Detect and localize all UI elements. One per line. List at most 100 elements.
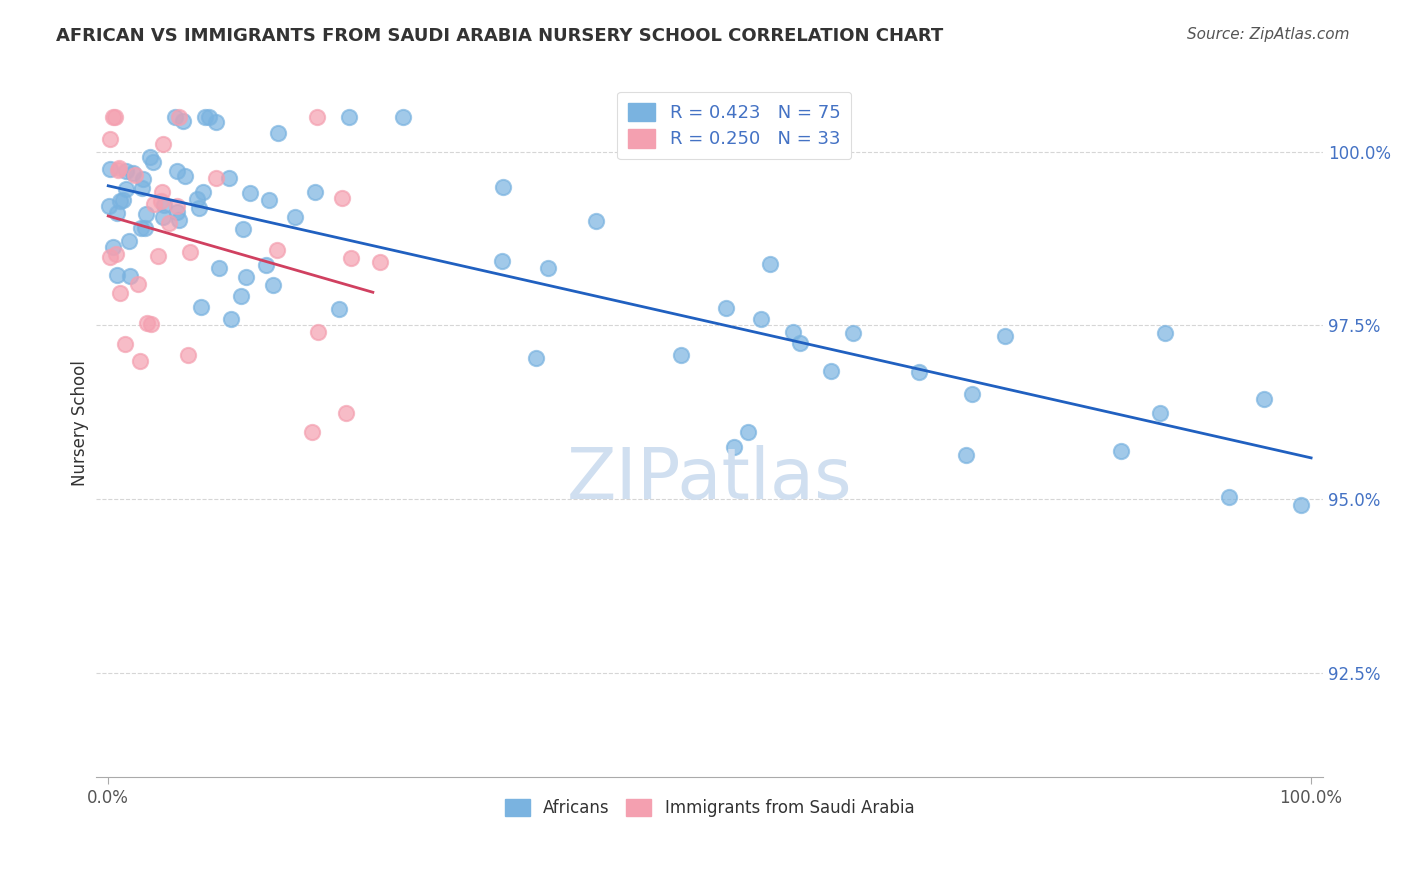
Point <box>173 169 195 184</box>
Point <box>115 164 138 178</box>
Point <box>136 316 159 330</box>
Point <box>153 198 176 212</box>
Point <box>104 110 127 124</box>
Point <box>114 182 136 196</box>
Point <box>131 180 153 194</box>
Point <box>994 329 1017 343</box>
Point <box>328 301 350 316</box>
Point <box>114 336 136 351</box>
Point <box>105 268 128 283</box>
Point <box>221 311 243 326</box>
Point <box>167 213 190 227</box>
Point <box>190 300 212 314</box>
Point <box>368 255 391 269</box>
Point <box>304 185 326 199</box>
Point <box>332 191 354 205</box>
Legend: Africans, Immigrants from Saudi Arabia: Africans, Immigrants from Saudi Arabia <box>496 790 922 825</box>
Point <box>97 198 120 212</box>
Point <box>960 387 983 401</box>
Point <box>259 193 281 207</box>
Point <box>152 210 174 224</box>
Point <box>524 351 547 365</box>
Point <box>908 365 931 379</box>
Point <box>131 172 153 186</box>
Point <box>820 364 842 378</box>
Point <box>789 336 811 351</box>
Point <box>186 192 208 206</box>
Point <box>167 110 190 124</box>
Point <box>148 249 170 263</box>
Point <box>205 114 228 128</box>
Point <box>301 425 323 439</box>
Point <box>284 210 307 224</box>
Point <box>955 448 977 462</box>
Point <box>166 164 188 178</box>
Point <box>157 216 180 230</box>
Point <box>267 126 290 140</box>
Point <box>135 207 157 221</box>
Point <box>1289 498 1312 512</box>
Point <box>166 204 188 219</box>
Point <box>842 326 865 341</box>
Point <box>108 194 131 208</box>
Point <box>150 194 173 209</box>
Point <box>239 186 262 201</box>
Point <box>235 270 257 285</box>
Point <box>491 254 513 268</box>
Point <box>337 110 360 124</box>
Point <box>340 251 363 265</box>
Text: AFRICAN VS IMMIGRANTS FROM SAUDI ARABIA NURSERY SCHOOL CORRELATION CHART: AFRICAN VS IMMIGRANTS FROM SAUDI ARABIA … <box>56 27 943 45</box>
Point <box>139 318 162 332</box>
Point <box>129 354 152 368</box>
Point <box>150 186 173 200</box>
Point <box>118 234 141 248</box>
Point <box>335 405 357 419</box>
Point <box>108 285 131 300</box>
Point <box>107 163 129 178</box>
Point <box>194 110 217 124</box>
Point <box>198 110 221 124</box>
Text: Source: ZipAtlas.com: Source: ZipAtlas.com <box>1187 27 1350 42</box>
Point <box>1153 326 1175 340</box>
Point <box>1149 406 1171 420</box>
Point <box>1253 392 1275 406</box>
Point <box>254 258 277 272</box>
Y-axis label: Nursery School: Nursery School <box>72 359 89 485</box>
Point <box>492 179 515 194</box>
Point <box>98 132 121 146</box>
Point <box>1109 444 1132 458</box>
Point <box>262 278 284 293</box>
Point <box>737 425 759 439</box>
Point <box>131 221 153 235</box>
Point <box>669 348 692 362</box>
Point <box>716 301 738 315</box>
Point <box>121 166 143 180</box>
Point <box>177 348 200 362</box>
Point <box>1218 491 1240 505</box>
Point <box>101 110 124 124</box>
Point <box>127 277 149 291</box>
Text: ZIPatlas: ZIPatlas <box>567 445 852 514</box>
Point <box>232 221 254 235</box>
Point <box>139 151 162 165</box>
Point <box>179 244 201 259</box>
Point <box>152 136 174 151</box>
Point <box>723 440 745 454</box>
Point <box>188 201 211 215</box>
Point <box>118 268 141 283</box>
Point <box>163 110 186 124</box>
Point <box>101 240 124 254</box>
Point <box>585 214 607 228</box>
Point <box>208 260 231 275</box>
Point <box>191 185 214 199</box>
Point <box>218 170 240 185</box>
Point <box>134 221 156 235</box>
Point <box>111 194 134 208</box>
Point <box>142 154 165 169</box>
Point <box>231 289 253 303</box>
Point <box>537 260 560 275</box>
Point <box>307 325 329 339</box>
Point <box>104 247 127 261</box>
Point <box>392 110 415 124</box>
Point <box>205 170 228 185</box>
